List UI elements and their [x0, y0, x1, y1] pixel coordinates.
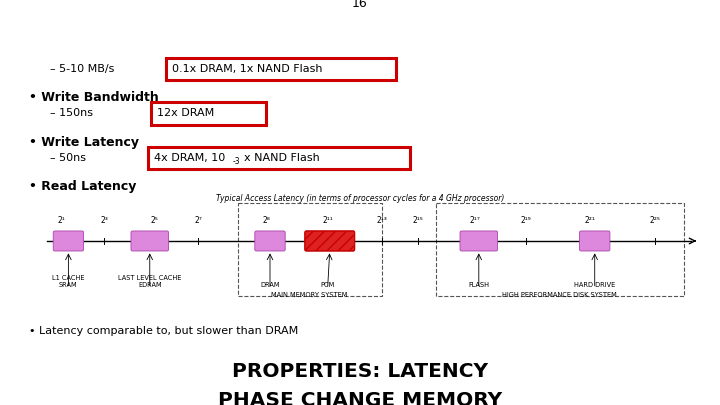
Bar	[166, 58, 396, 80]
Text: • Read Latency: • Read Latency	[29, 180, 136, 193]
Text: 2⁵: 2⁵	[151, 216, 158, 225]
Text: 2⁷: 2⁷	[194, 216, 202, 225]
Text: 4x DRAM, 10: 4x DRAM, 10	[153, 153, 225, 163]
Text: DRAM: DRAM	[260, 281, 280, 288]
Text: LAST LEVEL CACHE
EDRAM: LAST LEVEL CACHE EDRAM	[118, 275, 181, 288]
Text: 2²⁵: 2²⁵	[649, 216, 661, 225]
Text: -3: -3	[233, 158, 240, 166]
FancyBboxPatch shape	[305, 231, 355, 251]
Text: 2¹: 2¹	[58, 216, 65, 225]
Text: L1 CACHE
SRAM: L1 CACHE SRAM	[52, 275, 85, 288]
Text: MAIN MEMORY SYSTEM: MAIN MEMORY SYSTEM	[271, 292, 348, 298]
Text: HIGH PERFORMANCE DISK SYSTEM: HIGH PERFORMANCE DISK SYSTEM	[503, 292, 617, 298]
Bar	[151, 102, 266, 124]
Text: – 150ns: – 150ns	[50, 109, 94, 118]
Text: Typical Access Latency (in terms of processor cycles for a 4 GHz processor): Typical Access Latency (in terms of proc…	[216, 194, 504, 203]
Text: x NAND Flash: x NAND Flash	[243, 153, 320, 163]
Text: 0.1x DRAM, 1x NAND Flash: 0.1x DRAM, 1x NAND Flash	[171, 64, 322, 74]
Text: – 50ns: – 50ns	[50, 153, 86, 163]
Text: HARD DRIVE: HARD DRIVE	[574, 281, 616, 288]
Text: 2³: 2³	[101, 216, 108, 225]
Text: 2¹⁹: 2¹⁹	[521, 216, 531, 225]
FancyBboxPatch shape	[460, 231, 498, 251]
Text: PCM: PCM	[320, 281, 335, 288]
Text: – 5-10 MB/s: – 5-10 MB/s	[50, 64, 114, 74]
Text: 2¹¹: 2¹¹	[323, 216, 333, 225]
FancyBboxPatch shape	[53, 231, 84, 251]
Text: 2¹⁷: 2¹⁷	[470, 216, 480, 225]
Text: 2¹³: 2¹³	[376, 216, 387, 225]
Text: PHASE CHANGE MEMORY: PHASE CHANGE MEMORY	[218, 391, 502, 405]
Bar	[148, 147, 410, 169]
Text: 12x DRAM: 12x DRAM	[157, 109, 215, 118]
Text: • Latency comparable to, but slower than DRAM: • Latency comparable to, but slower than…	[29, 326, 298, 336]
FancyBboxPatch shape	[255, 231, 285, 251]
Text: • Write Latency: • Write Latency	[29, 136, 139, 149]
Text: FLASH: FLASH	[468, 281, 490, 288]
Bar	[238, 202, 382, 296]
Text: PROPERTIES: LATENCY: PROPERTIES: LATENCY	[232, 362, 488, 382]
Text: 16: 16	[352, 0, 368, 10]
Text: 2²¹: 2²¹	[585, 216, 596, 225]
FancyBboxPatch shape	[131, 231, 168, 251]
Text: • Write Bandwidth: • Write Bandwidth	[29, 91, 158, 104]
FancyBboxPatch shape	[580, 231, 610, 251]
Text: 2¹⁵: 2¹⁵	[412, 216, 423, 225]
Bar	[436, 202, 684, 296]
Text: 2⁸: 2⁸	[263, 216, 270, 225]
